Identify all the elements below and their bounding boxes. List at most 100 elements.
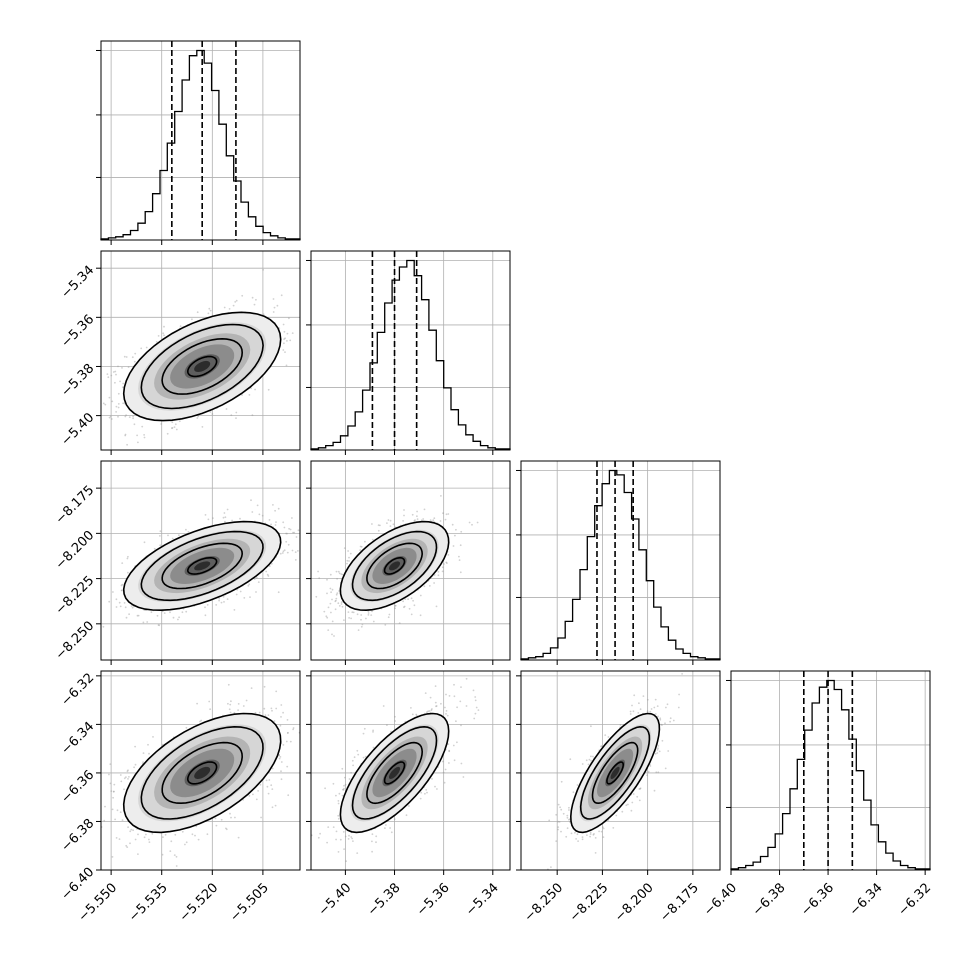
scatter-point [226,598,229,600]
scatter-point [335,486,337,488]
scatter-point [285,540,288,543]
scatter-point [115,411,117,413]
scatter-point [416,515,418,518]
scatter-point [336,577,338,580]
histogram-panel [96,40,301,245]
histogram-step [100,49,301,240]
scatter-point [260,816,262,819]
scatter-point [208,307,211,310]
scatter-point [243,597,246,599]
scatter-point [126,846,129,848]
scatter-point [253,578,256,580]
scatter-point [231,519,234,522]
contour-line [366,542,424,590]
scatter-point [340,601,343,604]
scatter-point [119,605,122,608]
scatter-point [143,541,146,544]
scatter-point [121,562,124,564]
scatter-point [388,613,391,616]
scatter-point [196,417,199,419]
scatter-point [130,605,133,607]
scatter-point [287,794,290,797]
scatter-point [286,340,288,342]
scatter-point [326,578,328,581]
contour-line [186,355,218,378]
scatter-point [289,339,292,342]
scatter-point [134,352,137,355]
scatter-point [222,516,225,519]
scatter-point [171,427,173,430]
scatter-point [403,514,405,517]
scatter-point [127,776,130,778]
scatter-point [255,298,257,301]
scatter-point [419,594,422,597]
scatter-point [185,726,188,729]
scatter-point [394,604,397,607]
scatter-point [155,341,158,343]
scatter-point [334,608,337,611]
scatter-point [276,304,279,307]
scatter-point [124,433,127,436]
scatter-point [209,309,212,312]
scatter-point [93,809,95,811]
scatter-point [282,349,285,351]
scatter-point [445,561,448,564]
scatter-point [283,342,285,345]
scatter-point [108,396,111,399]
scatter-point [403,605,406,608]
scatter-point [286,532,288,535]
contour-line [351,530,438,602]
scatter-point [211,413,214,415]
scatter-point [413,604,416,607]
panel-frame [520,460,721,661]
scatter-point [206,604,209,606]
scatter-point [204,606,206,609]
scatter-point [157,335,160,337]
scatter-point [443,563,445,565]
scatter-point [144,478,146,480]
scatter-point [404,598,407,600]
scatter-point [359,549,362,551]
scatter-point [185,841,188,844]
scatter-point [151,832,154,835]
scatter-point [112,371,115,373]
scatter-point [209,708,212,711]
scatter-point [327,629,330,631]
scatter-point [331,588,334,591]
scatter-point [297,529,300,532]
scatter-point [207,312,210,315]
scatter-point [232,304,235,307]
scatter-point [333,635,335,637]
scatter-point [169,611,171,614]
scatter-point [274,509,276,512]
scatter-point [338,572,341,575]
scatter-point [207,518,210,521]
scatter-point [468,521,471,524]
scatter-point [204,614,207,617]
scatter-point [277,591,280,594]
scatter-point [287,543,290,546]
scatter-point [313,527,315,529]
scatter-point [286,551,289,554]
scatter-point [212,517,214,519]
scatter-point [403,509,405,511]
scatter-point [387,519,390,521]
scatter-point [268,565,271,567]
scatter-point [141,425,144,428]
scatter-point [185,610,188,613]
scatter-point [414,519,416,521]
scatter-point [222,595,225,598]
scatter-point [348,560,350,562]
scatter-point [291,517,293,519]
scatter-point [136,434,139,437]
scatter-point [162,836,164,838]
scatter-point [123,355,126,358]
scatter-point [437,570,440,573]
scatter-point [103,819,106,822]
scatter-point [476,521,479,524]
scatter-point [319,315,321,317]
scatter-point [169,850,172,852]
scatter-point [164,833,167,836]
scatter-point [174,423,177,426]
